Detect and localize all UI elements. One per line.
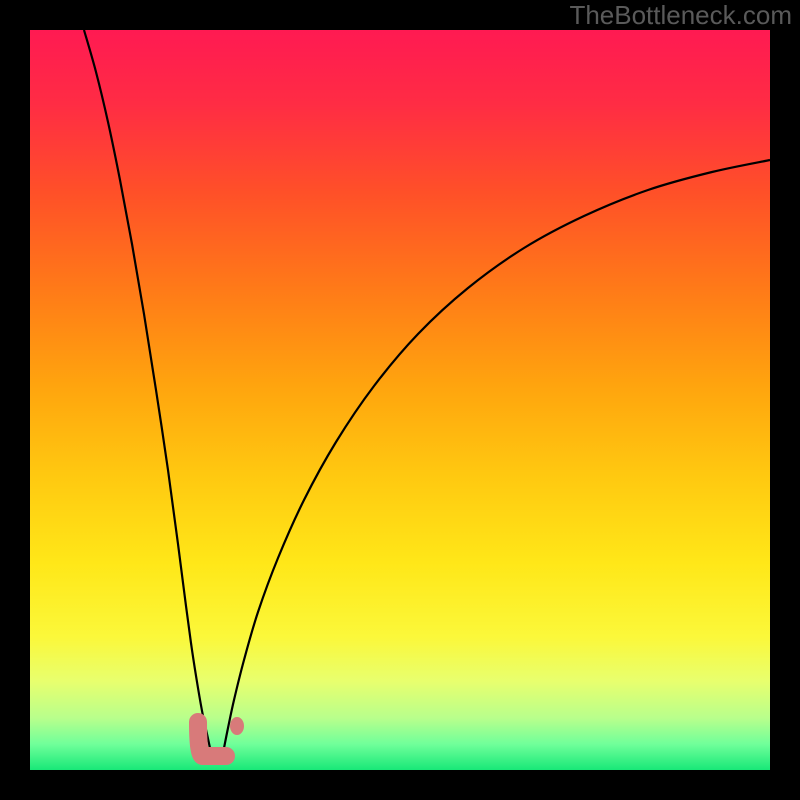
watermark-text: TheBottleneck.com [569,0,792,31]
bottleneck-chart [0,0,800,800]
highlight-marker-dot [230,717,244,735]
plot-background [30,30,770,770]
chart-container: TheBottleneck.com [0,0,800,800]
